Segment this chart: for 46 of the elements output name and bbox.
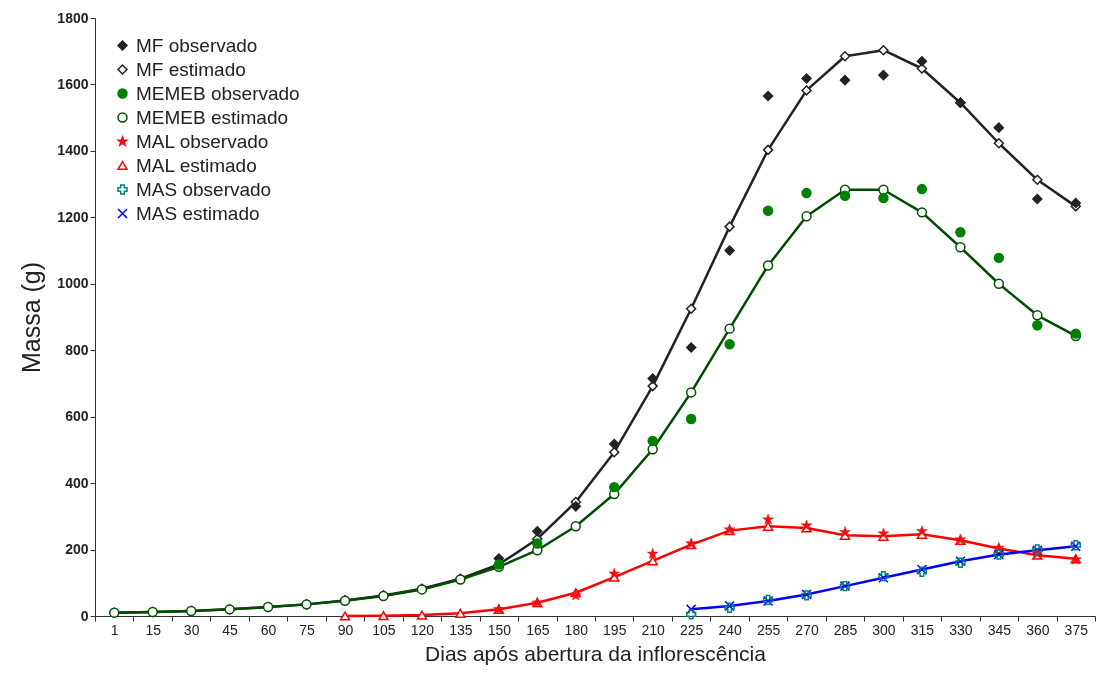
- x-tick-label: 165: [526, 621, 550, 638]
- x-tick-label: 300: [872, 621, 896, 638]
- x-tick-label: 360: [1026, 621, 1050, 638]
- x-tick-label: 180: [564, 621, 589, 638]
- x-tick-label: 195: [603, 621, 627, 638]
- legend-label: MAL estimado: [136, 154, 257, 176]
- x-tick-label: 45: [222, 621, 239, 638]
- y-tick-label: 1400: [57, 142, 89, 159]
- y-tick-label: 1600: [57, 75, 89, 92]
- x-tick-label: 75: [299, 621, 316, 638]
- x-tick-label: 90: [337, 621, 354, 638]
- legend-label: MAS estimado: [136, 202, 260, 224]
- x-tick-label: 225: [679, 621, 704, 638]
- y-tick-label: 1200: [57, 208, 89, 225]
- x-tick-label: 210: [641, 621, 666, 638]
- x-tick-label: 105: [372, 621, 396, 638]
- legend-label: MF estimado: [136, 58, 246, 80]
- y-tick-label: 600: [65, 408, 89, 425]
- x-tick-label: 240: [718, 621, 743, 638]
- x-tick-label: 255: [756, 621, 781, 638]
- y-tick-label: 200: [65, 541, 89, 558]
- legend-label: MEMEB estimado: [136, 106, 289, 128]
- x-tick-label: 150: [487, 621, 512, 638]
- y-tick-label: 1000: [57, 275, 89, 292]
- x-tick-label: 1: [110, 621, 119, 638]
- x-tick-label: 120: [410, 621, 435, 638]
- x-tick-label: 315: [910, 621, 935, 638]
- y-tick-label: 0: [80, 607, 89, 624]
- x-tick-label: 330: [949, 621, 973, 638]
- y-tick-label: 400: [65, 474, 89, 491]
- legend-label: MF observado: [136, 34, 258, 56]
- x-tick-label: 135: [449, 621, 473, 638]
- x-tick-label: 30: [183, 621, 200, 638]
- y-tick-label: 800: [65, 341, 89, 358]
- x-tick-label: 270: [795, 621, 819, 638]
- x-tick-label: 60: [260, 621, 277, 638]
- x-axis-title: Dias após abertura da inflorescência: [425, 641, 767, 665]
- legend-label: MAL observado: [136, 130, 269, 152]
- y-axis-title: Massa (g): [17, 261, 46, 374]
- legend-label: MAS observado: [136, 178, 272, 200]
- y-tick-label: 1800: [57, 9, 89, 26]
- x-tick-label: 15: [145, 621, 162, 638]
- x-tick-label: 375: [1064, 621, 1089, 638]
- legend-label: MEMEB observado: [136, 82, 300, 104]
- x-tick-label: 285: [833, 621, 858, 638]
- x-tick-label: 345: [987, 621, 1012, 638]
